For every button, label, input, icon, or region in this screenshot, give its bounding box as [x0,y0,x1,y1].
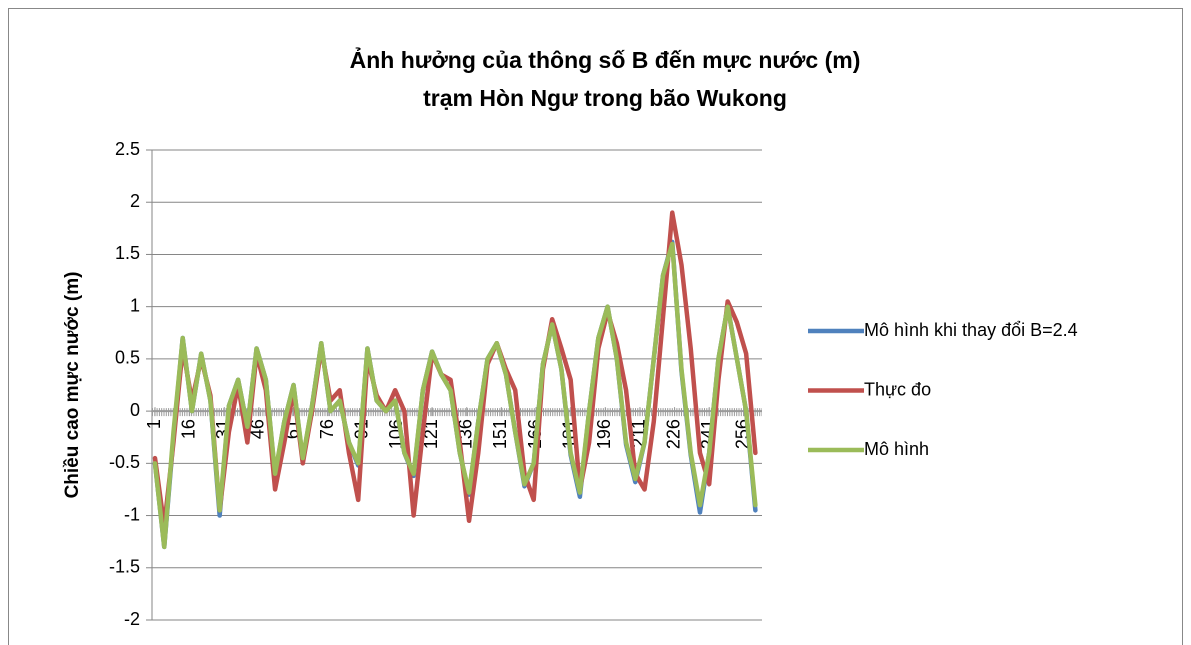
x-tick-label: 226 [663,419,683,449]
y-tick-label: 2.5 [115,139,140,159]
plot [152,210,758,550]
x-tick-label: 121 [421,419,441,449]
x-tick-label: 196 [594,419,614,449]
y-tick-label: -2 [124,609,140,629]
y-tick-label: 2 [130,191,140,211]
legend-label: Mô hình [864,439,929,459]
legend: Mô hình khi thay đổi B=2.4 Thực đo Mô hình [808,320,1078,459]
x-tick-label: 16 [178,419,198,439]
chart-title: trạm Hòn Ngư trong bão Wukong [423,85,787,111]
y-tick-label: -1.5 [109,557,140,577]
y-tick-label: -1 [124,504,140,524]
legend-label: Mô hình khi thay đổi B=2.4 [864,320,1078,340]
y-tick-label: 1 [130,295,140,315]
chart-title: Ảnh hưởng của thông số B đến mực nước (m… [350,45,861,73]
y-axis-title: Chiều cao mực nước (m) [62,272,83,499]
x-tick-label: 151 [490,419,510,449]
series-line [152,241,758,550]
x-tick-label: 76 [317,419,337,439]
y-tick-label: 0.5 [115,348,140,368]
y-tick-label: 1.5 [115,243,140,263]
y-tick-label: -0.5 [109,452,140,472]
grid: 2.5 2 1.5 1 0.5 0 -0.5 -1 -1.5 -2 [109,139,762,629]
x-tick-label: 1 [144,419,164,429]
legend-label: Thực đo [864,379,931,399]
chart-frame [8,8,1183,645]
x-tick-label: 46 [248,419,268,439]
y-tick-label: 0 [130,400,140,420]
